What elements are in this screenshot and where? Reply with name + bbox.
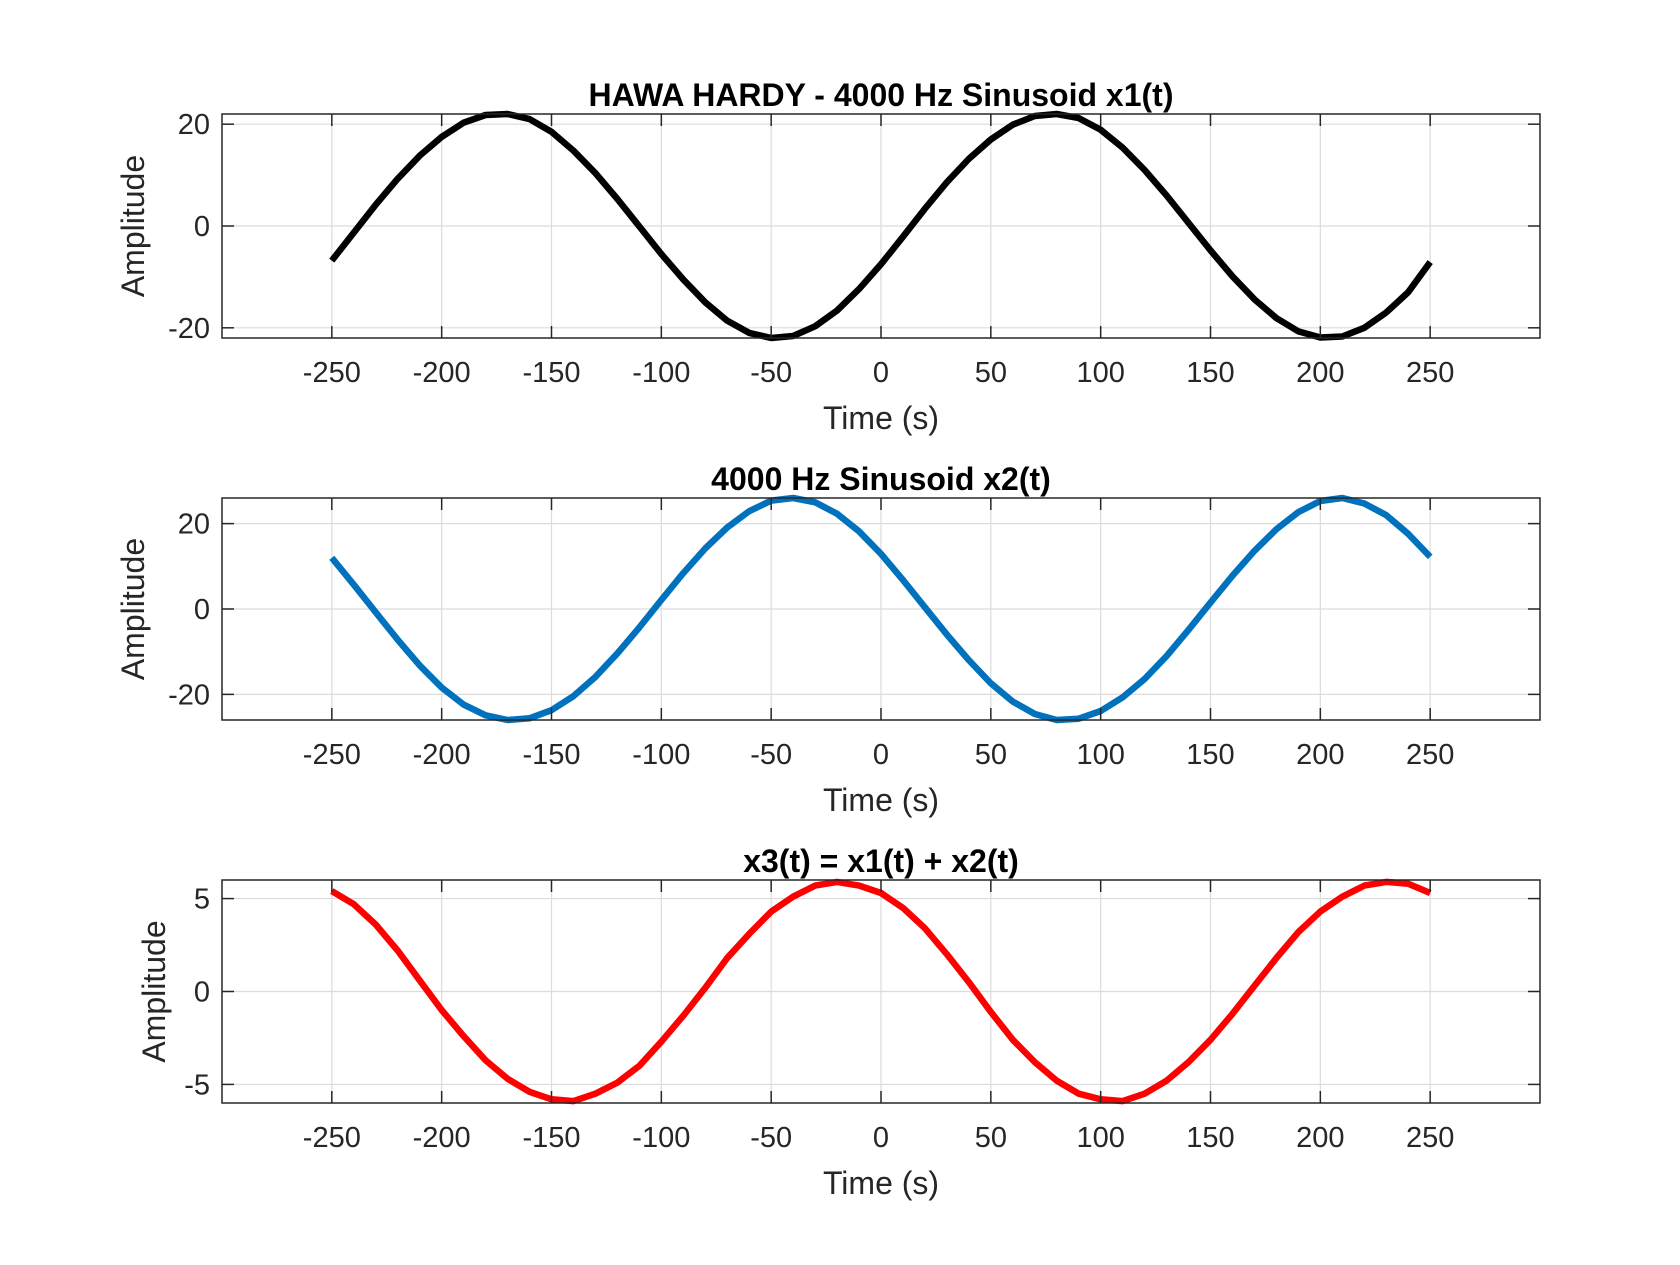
chart1-xtick-label: 0 bbox=[873, 357, 889, 389]
chart3-series-line bbox=[330, 878, 1432, 1105]
chart2-xtick-label: -50 bbox=[750, 739, 792, 771]
chart2-xtick-label: -100 bbox=[632, 739, 690, 771]
chart3-xtick-label: -200 bbox=[413, 1122, 471, 1154]
chart3-ytick-label: -5 bbox=[184, 1069, 210, 1101]
chart1-ytick-label: -20 bbox=[168, 313, 210, 345]
chart2-xtick-label: 100 bbox=[1076, 739, 1124, 771]
chart1-xtick-label: 200 bbox=[1296, 357, 1344, 389]
chart2-xtick-label: 150 bbox=[1186, 739, 1234, 771]
chart3-xtick-label: -250 bbox=[303, 1122, 361, 1154]
chart3-ytick-label: 0 bbox=[194, 977, 210, 1009]
chart2-xtick-label: 200 bbox=[1296, 739, 1344, 771]
chart1-ytick-label: 20 bbox=[178, 109, 210, 141]
chart3-xtick-label: 250 bbox=[1406, 1122, 1454, 1154]
chart1-xtick-label: 50 bbox=[975, 357, 1007, 389]
chart2-axes: -250 -200 -150 -100 -50 0 50 100 150 200 250-20020… bbox=[115, 461, 1541, 818]
chart1-ytick-label: 0 bbox=[194, 211, 210, 243]
chart2-xtick-label: 0 bbox=[873, 739, 889, 771]
chart3-ylabel: Amplitude bbox=[136, 920, 172, 1062]
chart1-axes: -250 -200 -150 -100 -50 0 50 100 150 200 250-20020… bbox=[115, 77, 1541, 436]
chart3-xlabel: Time (s) bbox=[823, 1165, 939, 1201]
chart2-xtick-label: -200 bbox=[413, 739, 471, 771]
chart3-xtick-label: 100 bbox=[1076, 1122, 1124, 1154]
chart2-xtick-label: 250 bbox=[1406, 739, 1454, 771]
chart1-ylabel: Amplitude bbox=[115, 155, 151, 297]
chart2-xtick-label: -250 bbox=[303, 739, 361, 771]
chart1-xtick-label: -200 bbox=[413, 357, 471, 389]
chart2-ytick-label: 0 bbox=[194, 594, 210, 626]
chart2-xtick-label: -150 bbox=[522, 739, 580, 771]
chart1-xlabel: Time (s) bbox=[823, 400, 939, 436]
chart2-title: 4000 Hz Sinusoid x2(t) bbox=[711, 461, 1051, 497]
chart3-xtick-label: -50 bbox=[750, 1122, 792, 1154]
chart3-axes: -250 -200 -150 -100 -50 0 50 100 150 200 250-505x3… bbox=[136, 843, 1541, 1201]
chart3-xtick-label: 50 bbox=[975, 1122, 1007, 1154]
chart3-xtick-label: 150 bbox=[1186, 1122, 1234, 1154]
chart1-xtick-label: -150 bbox=[522, 357, 580, 389]
chart3-title: x3(t) = x1(t) + x2(t) bbox=[743, 843, 1019, 879]
chart1-title: HAWA HARDY - 4000 Hz Sinusoid x1(t) bbox=[589, 77, 1174, 113]
chart2-xlabel: Time (s) bbox=[823, 782, 939, 818]
chart1-xtick-label: 250 bbox=[1406, 357, 1454, 389]
chart1-series-line bbox=[329, 110, 1433, 342]
chart2-ytick-label: 20 bbox=[178, 509, 210, 541]
chart1-xtick-label: 150 bbox=[1186, 357, 1234, 389]
chart3-xtick-label: -150 bbox=[522, 1122, 580, 1154]
chart3-xtick-label: -100 bbox=[632, 1122, 690, 1154]
chart2-ytick-label: -20 bbox=[168, 679, 210, 711]
chart1-xtick-label: 100 bbox=[1076, 357, 1124, 389]
chart3-ytick-label: 5 bbox=[194, 884, 210, 916]
chart1-xtick-label: -50 bbox=[750, 357, 792, 389]
chart3-xtick-label: 0 bbox=[873, 1122, 889, 1154]
chart2-ylabel: Amplitude bbox=[115, 538, 151, 680]
chart3-xtick-label: 200 bbox=[1296, 1122, 1344, 1154]
chart1-xtick-label: -100 bbox=[632, 357, 690, 389]
chart1-xtick-label: -250 bbox=[303, 357, 361, 389]
chart2-xtick-label: 50 bbox=[975, 739, 1007, 771]
